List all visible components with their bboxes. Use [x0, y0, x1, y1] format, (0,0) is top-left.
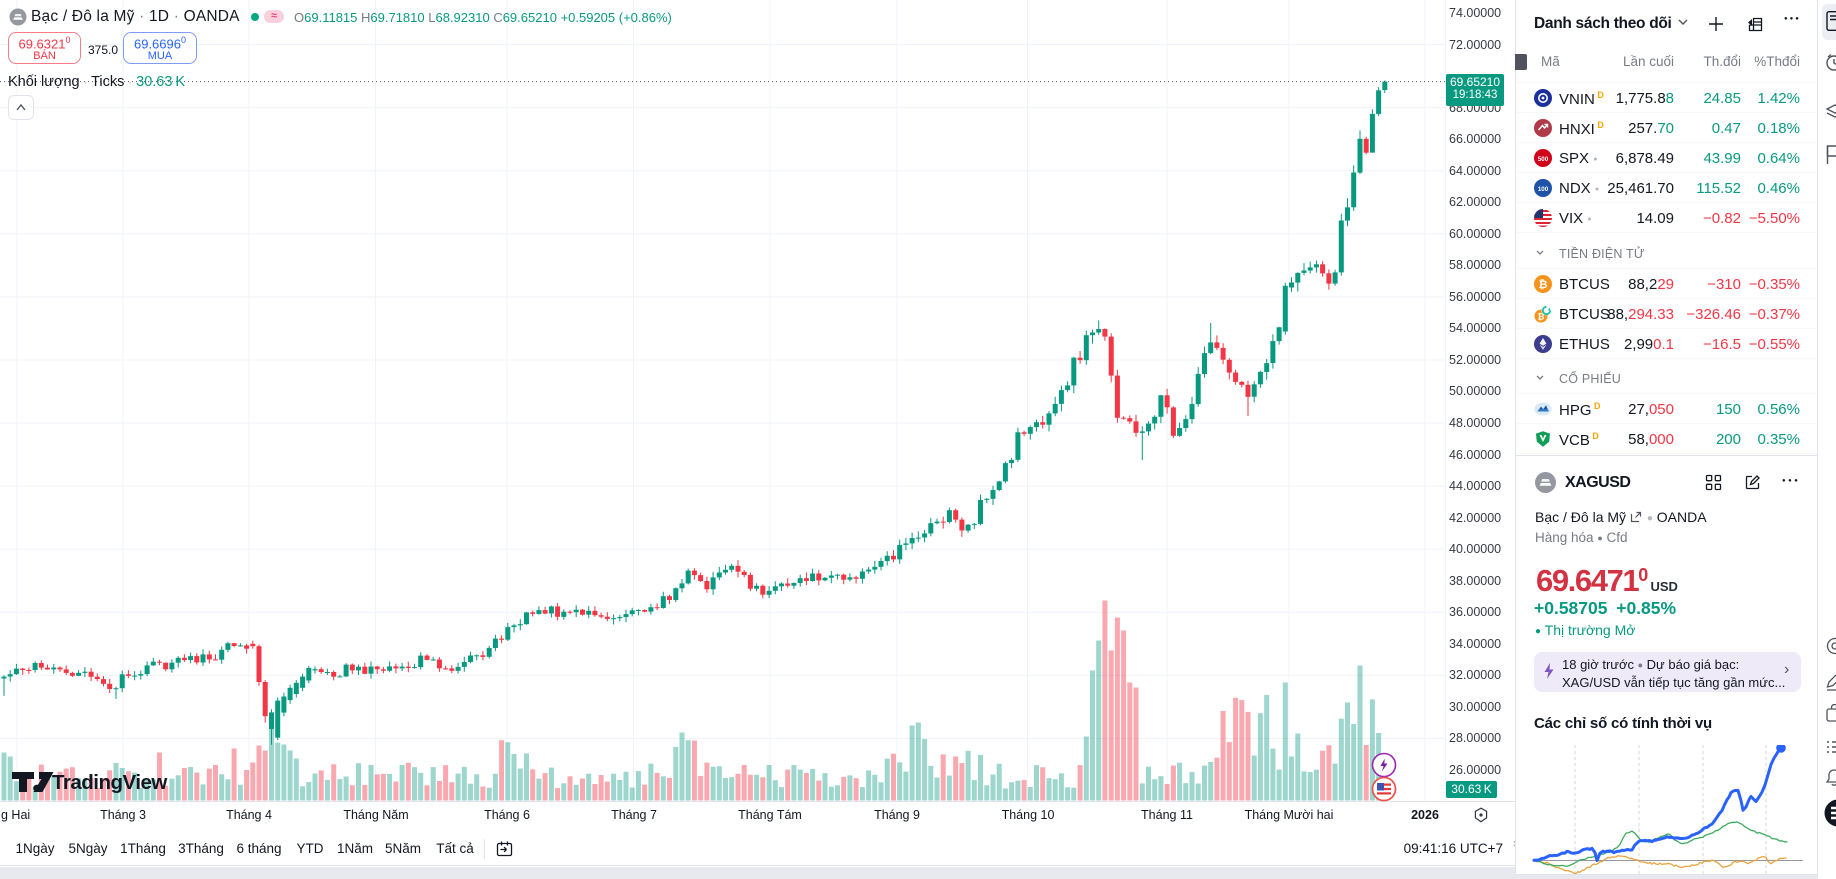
svg-text:₿: ₿: [1539, 279, 1548, 291]
svg-text:TradingView: TradingView: [52, 771, 167, 794]
svg-text:₿: ₿: [1538, 312, 1545, 322]
svg-text:100: 100: [1538, 186, 1549, 193]
svg-text:500: 500: [1538, 156, 1549, 163]
